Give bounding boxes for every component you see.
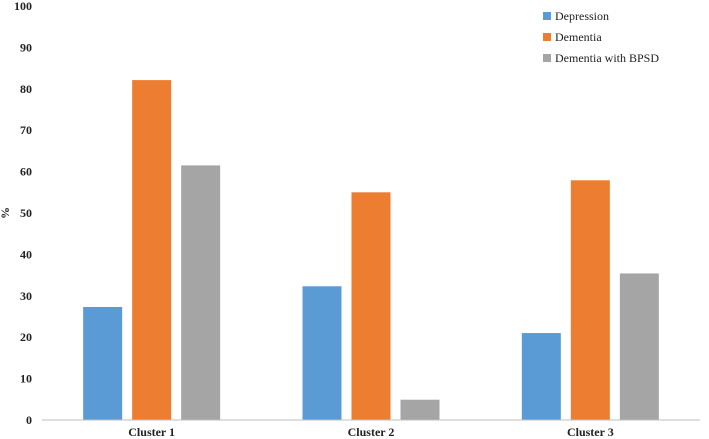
legend-label: Dementia with BPSD [555, 51, 659, 65]
legend: Depression Dementia Dementia with BPSD [543, 9, 659, 65]
y-tick-label: 100 [14, 0, 32, 13]
legend-label: Depression [555, 9, 609, 23]
bar-dementia [351, 192, 391, 420]
y-tick-label: 60 [20, 165, 32, 179]
legend-label: Dementia [555, 30, 602, 44]
bar-dementia-with-bpsd [619, 273, 659, 420]
x-category-label: Cluster 3 [567, 425, 614, 439]
y-tick-label: 40 [20, 247, 32, 261]
x-axis-labels: Cluster 1 Cluster 2 Cluster 3 [128, 425, 613, 439]
y-axis-ticks: 0 10 20 30 40 50 60 70 80 90 100 [14, 0, 32, 427]
legend-swatch [543, 12, 551, 20]
bar-depression [83, 306, 123, 420]
y-axis-title: % [0, 207, 12, 219]
y-tick-label: 0 [26, 413, 32, 427]
bar-dementia-with-bpsd [181, 165, 221, 420]
bar-dementia [570, 180, 610, 420]
y-tick-label: 30 [20, 289, 32, 303]
bar-dementia-with-bpsd [400, 399, 440, 420]
y-tick-label: 90 [20, 40, 32, 54]
legend-swatch [543, 33, 551, 41]
bars [83, 80, 659, 420]
x-category-label: Cluster 1 [128, 425, 175, 439]
y-tick-label: 80 [20, 82, 32, 96]
x-category-label: Cluster 2 [348, 425, 395, 439]
legend-swatch [543, 54, 551, 62]
y-tick-label: 50 [20, 206, 32, 220]
bar-dementia [132, 80, 172, 420]
y-tick-label: 20 [20, 330, 32, 344]
bar-depression [521, 333, 561, 420]
bar-depression [302, 286, 342, 420]
y-tick-label: 70 [20, 123, 32, 137]
y-tick-label: 10 [20, 372, 32, 386]
